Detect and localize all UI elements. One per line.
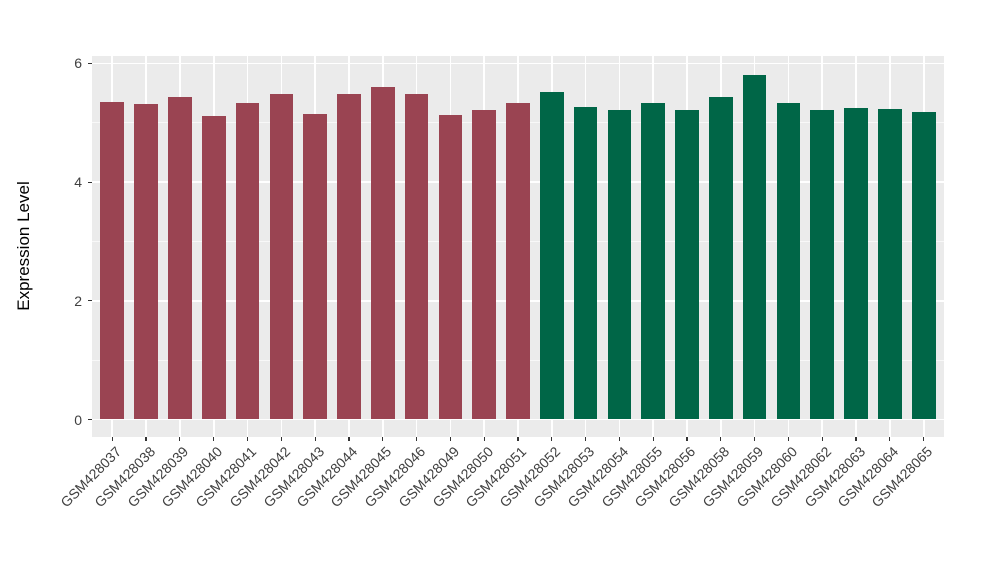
x-tick-GSM428037 bbox=[111, 437, 113, 441]
bar-GSM428042 bbox=[269, 93, 294, 420]
y-tick-4 bbox=[88, 181, 92, 183]
plot-panel bbox=[92, 56, 944, 437]
y-tick-0 bbox=[88, 418, 92, 421]
x-tick-GSM428043 bbox=[314, 437, 316, 441]
bar-GSM428037 bbox=[100, 101, 125, 420]
bar-GSM428049 bbox=[438, 115, 463, 420]
x-tick-GSM428039 bbox=[179, 437, 181, 441]
x-tick-GSM428056 bbox=[686, 437, 688, 441]
bar-GSM428055 bbox=[641, 103, 666, 420]
bar-GSM428045 bbox=[370, 87, 395, 420]
bar-GSM428038 bbox=[134, 103, 158, 420]
x-tick-GSM428045 bbox=[382, 437, 384, 441]
y-tick-label-6: 6 bbox=[74, 55, 82, 72]
y-tick-label-4: 4 bbox=[74, 174, 82, 191]
x-tick-GSM428065 bbox=[923, 437, 925, 441]
x-tick-GSM428053 bbox=[585, 437, 587, 441]
bar-GSM428046 bbox=[404, 94, 429, 420]
bar-GSM428063 bbox=[844, 107, 868, 420]
bar-GSM428058 bbox=[709, 97, 733, 420]
bar-GSM428053 bbox=[573, 107, 598, 420]
x-tick-GSM428049 bbox=[449, 437, 451, 441]
bar-GSM428051 bbox=[506, 102, 530, 420]
x-tick-GSM428064 bbox=[889, 437, 891, 441]
bar-GSM428064 bbox=[878, 108, 902, 420]
bar-GSM428062 bbox=[810, 109, 835, 420]
bar-GSM428044 bbox=[337, 93, 361, 420]
x-tick-GSM428052 bbox=[551, 437, 553, 441]
x-tick-GSM428058 bbox=[720, 437, 722, 441]
x-tick-GSM428038 bbox=[145, 437, 147, 441]
bar-GSM428041 bbox=[235, 103, 260, 420]
bar-GSM428065 bbox=[911, 112, 936, 420]
y-axis-title: Expression Level bbox=[14, 181, 33, 311]
x-tick-GSM428040 bbox=[213, 437, 215, 441]
bar-GSM428050 bbox=[472, 110, 496, 420]
x-tick-GSM428054 bbox=[618, 437, 621, 441]
y-tick-label-0: 0 bbox=[74, 411, 82, 428]
x-tick-GSM428062 bbox=[821, 437, 823, 441]
bar-GSM428052 bbox=[539, 92, 564, 420]
bar-GSM428056 bbox=[675, 109, 699, 420]
y-tick-2 bbox=[88, 300, 92, 302]
x-tick-GSM428041 bbox=[246, 437, 249, 441]
x-tick-GSM428051 bbox=[517, 437, 519, 441]
x-tick-GSM428044 bbox=[348, 437, 350, 441]
x-tick-GSM428060 bbox=[787, 437, 790, 441]
y-tick-label-2: 2 bbox=[74, 292, 82, 309]
x-tick-GSM428059 bbox=[754, 437, 756, 441]
bar-GSM428059 bbox=[742, 74, 767, 420]
bar-GSM428060 bbox=[776, 103, 801, 420]
x-tick-GSM428063 bbox=[855, 437, 857, 441]
x-tick-GSM428050 bbox=[483, 437, 485, 441]
y-tick-6 bbox=[88, 62, 92, 64]
x-tick-GSM428055 bbox=[652, 437, 654, 441]
bar-GSM428040 bbox=[201, 116, 226, 420]
bar-GSM428039 bbox=[168, 96, 192, 420]
bar-GSM428054 bbox=[607, 110, 632, 420]
x-tick-GSM428042 bbox=[280, 437, 282, 441]
x-tick-GSM428046 bbox=[415, 437, 418, 441]
bar-GSM428043 bbox=[303, 113, 327, 420]
